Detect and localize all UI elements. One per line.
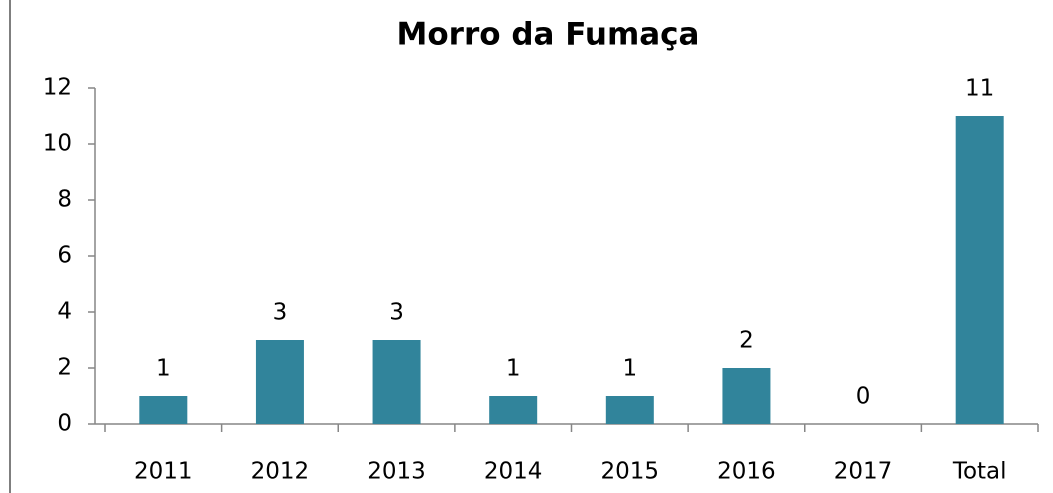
y-tick-label: 6	[57, 243, 72, 269]
y-tick-label: 2	[57, 355, 72, 381]
bar	[722, 368, 771, 424]
x-tick-label: 2016	[717, 459, 776, 485]
bar	[255, 340, 304, 424]
chart-title: Morro da Fumaça	[397, 17, 700, 53]
x-tick-label: 2012	[251, 459, 310, 485]
x-tick-label: 2015	[601, 459, 660, 485]
bar	[372, 340, 421, 424]
data-label: 1	[622, 356, 637, 382]
data-label: 1	[156, 356, 171, 382]
x-tick-label: 2014	[484, 459, 543, 485]
bar	[955, 116, 1004, 424]
x-tick-label: 2017	[834, 459, 893, 485]
bar	[605, 396, 654, 424]
data-label: 0	[856, 384, 871, 410]
bar	[489, 396, 538, 424]
x-tick-label: 2011	[134, 459, 193, 485]
y-tick-label: 10	[43, 131, 72, 157]
data-label: 11	[965, 76, 994, 102]
data-label: 3	[389, 300, 404, 326]
y-tick-label: 0	[57, 411, 72, 437]
y-tick-label: 4	[57, 299, 72, 325]
y-tick-label: 8	[57, 187, 72, 213]
data-label: 1	[506, 356, 521, 382]
x-tick-label: 2013	[367, 459, 426, 485]
data-label: 3	[273, 300, 288, 326]
y-tick-label: 12	[43, 75, 72, 101]
data-label: 2	[739, 328, 754, 354]
bar	[139, 396, 188, 424]
x-tick-label: Total	[952, 459, 1007, 485]
